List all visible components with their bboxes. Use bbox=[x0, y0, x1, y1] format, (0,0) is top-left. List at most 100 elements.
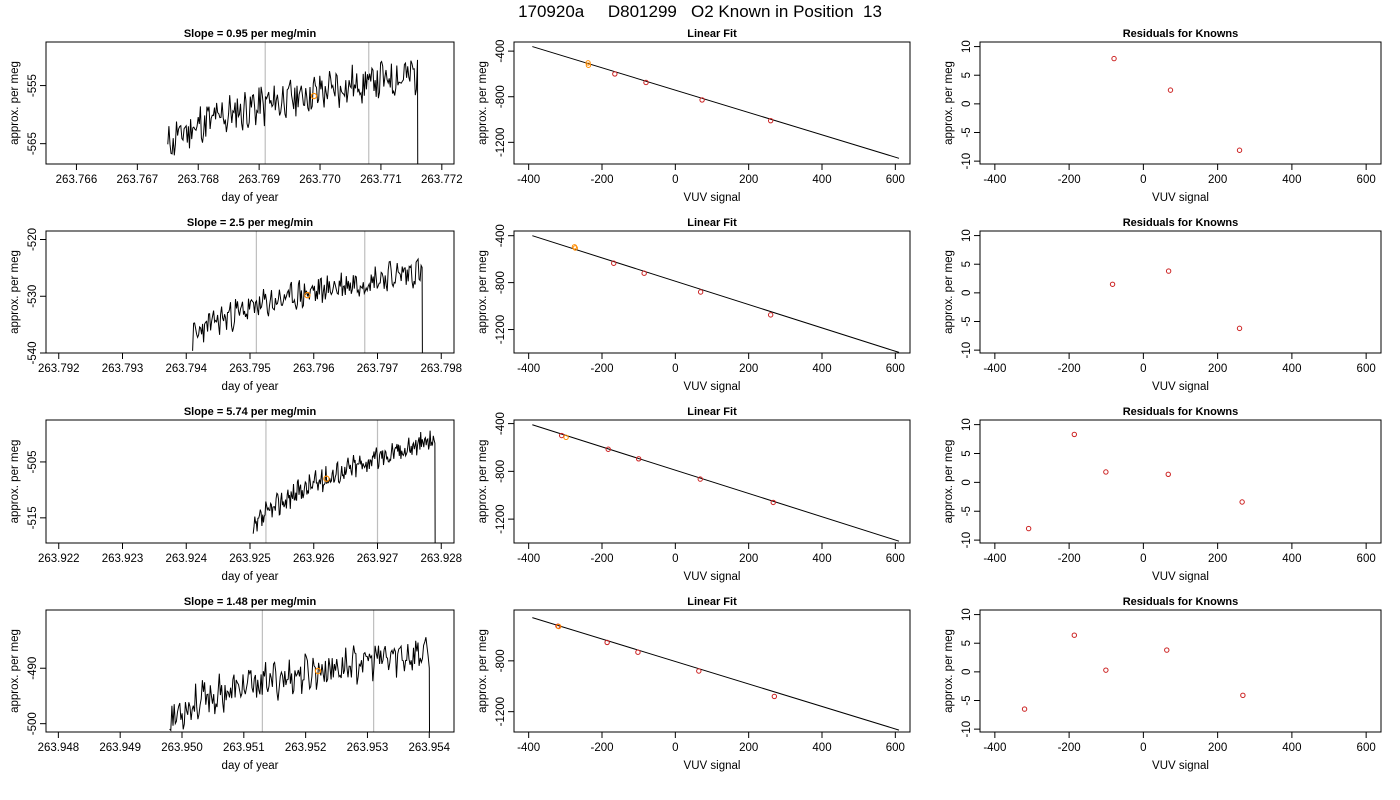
y-axis-label: approx. per meg bbox=[943, 629, 955, 713]
x-tick-label: 200 bbox=[739, 742, 758, 754]
data-point bbox=[1025, 525, 1032, 532]
x-tick-label: 400 bbox=[812, 742, 831, 754]
panel-title: Residuals for Knowns bbox=[1123, 28, 1239, 40]
y-tick-label: -400 bbox=[495, 412, 507, 435]
x-axis-label: day of year bbox=[222, 571, 279, 583]
x-tick-label: -200 bbox=[590, 363, 613, 375]
data-point bbox=[1236, 147, 1243, 153]
data-point bbox=[696, 668, 702, 674]
data-point bbox=[699, 97, 705, 103]
x-tick-label: -400 bbox=[517, 363, 540, 375]
x-axis-label: day of year bbox=[222, 760, 279, 772]
x-tick-label: 263.926 bbox=[293, 553, 335, 565]
panel-title: Residuals for Knowns bbox=[1123, 596, 1239, 608]
panel-line-row1: Slope = 0.95 per meg/min 263.766 263.767 26… bbox=[9, 28, 463, 204]
x-axis-label: VUV signal bbox=[684, 760, 741, 772]
panel-data bbox=[1111, 55, 1243, 153]
y-tick-label: -520 bbox=[27, 228, 39, 251]
x-axis-label: VUV signal bbox=[1152, 381, 1209, 393]
x-tick-label: 0 bbox=[1140, 553, 1146, 565]
x-tick-label: -200 bbox=[1058, 742, 1081, 754]
panel-title: Residuals for Knowns bbox=[1123, 217, 1239, 229]
x-tick-label: 263.766 bbox=[56, 174, 98, 186]
panel-data bbox=[169, 610, 431, 732]
panel-frame bbox=[513, 41, 911, 165]
y-tick-label: -505 bbox=[27, 450, 39, 473]
x-axis-label: VUV signal bbox=[684, 571, 741, 583]
data-point bbox=[612, 71, 618, 77]
x-tick-label: 600 bbox=[1357, 363, 1376, 375]
y-tick-label: 0 bbox=[961, 479, 973, 485]
x-tick-label: 200 bbox=[1208, 553, 1227, 565]
x-tick-label: -400 bbox=[517, 174, 540, 186]
y-tick-label: -5 bbox=[961, 695, 973, 705]
y-axis-label: approx. per meg bbox=[9, 61, 21, 145]
x-tick-label: 400 bbox=[812, 174, 831, 186]
x-axis-label: VUV signal bbox=[684, 192, 741, 204]
x-tick-label: -400 bbox=[517, 742, 540, 754]
data-point bbox=[572, 245, 578, 251]
y-axis-label: approx. per meg bbox=[477, 61, 489, 145]
panel-line-row2: Slope = 2.5 per meg/min 263.792 263.793 263… bbox=[9, 217, 462, 393]
y-tick-label: 10 bbox=[961, 418, 973, 431]
panel-data bbox=[252, 420, 436, 543]
data-point bbox=[605, 446, 611, 452]
y-axis-label: approx. per meg bbox=[9, 440, 21, 524]
panel-frame bbox=[45, 609, 455, 733]
y-tick-label: -500 bbox=[27, 712, 39, 735]
fit-line bbox=[532, 424, 900, 542]
panel-data bbox=[1021, 632, 1246, 712]
y-axis-label: approx. per meg bbox=[943, 440, 955, 524]
x-tick-label: 263.951 bbox=[223, 742, 265, 754]
y-tick-label: -530 bbox=[27, 285, 39, 308]
panel-data bbox=[532, 424, 900, 542]
data-point bbox=[604, 639, 610, 646]
x-tick-label: 200 bbox=[739, 174, 758, 186]
panel-fit-row1: Linear Fit -400 -200 0 200 400 600 VUV signal -4… bbox=[477, 28, 911, 204]
data-point bbox=[697, 476, 703, 482]
x-tick-label: 263.798 bbox=[420, 363, 462, 375]
data-point bbox=[1071, 431, 1078, 438]
data-point bbox=[323, 475, 330, 482]
panel-data bbox=[532, 617, 900, 731]
data-point bbox=[771, 693, 778, 700]
y-tick-label: 5 bbox=[961, 640, 973, 646]
panel-line-row3: Slope = 5.74 per meg/min 263.922 263.923 26… bbox=[9, 406, 462, 583]
x-tick-label: 263.768 bbox=[177, 174, 219, 186]
data-point bbox=[643, 79, 649, 86]
x-tick-label: 0 bbox=[672, 742, 678, 754]
x-tick-label: 263.950 bbox=[161, 742, 203, 754]
data-point bbox=[1164, 647, 1170, 653]
panel-title: Residuals for Knowns bbox=[1123, 406, 1239, 418]
data-trace bbox=[252, 430, 436, 543]
x-tick-label: 263.949 bbox=[99, 742, 141, 754]
panel-frame bbox=[979, 419, 1382, 544]
x-tick-label: 600 bbox=[886, 174, 905, 186]
data-point bbox=[1240, 692, 1246, 699]
data-trace bbox=[167, 59, 419, 164]
data-point bbox=[1165, 471, 1171, 477]
data-point bbox=[314, 667, 322, 675]
y-axis-label: approx. per meg bbox=[477, 629, 489, 713]
x-tick-label: 600 bbox=[1357, 742, 1376, 754]
y-axis-label: approx. per meg bbox=[477, 250, 489, 334]
x-axis-label: VUV signal bbox=[1152, 192, 1209, 204]
panel-fit-row4: Linear Fit -400 -200 0 200 400 600 VUV signal -8… bbox=[477, 596, 911, 772]
x-tick-label: 0 bbox=[672, 174, 678, 186]
y-tick-label: -10 bbox=[961, 721, 973, 738]
panel-title: Slope = 1.48 per meg/min bbox=[184, 596, 317, 608]
data-point bbox=[585, 60, 591, 66]
x-tick-label: 0 bbox=[1140, 174, 1146, 186]
y-tick-label: -10 bbox=[961, 153, 973, 170]
data-point bbox=[767, 117, 774, 124]
data-point bbox=[697, 289, 704, 295]
panel-title: Slope = 5.74 per meg/min bbox=[184, 406, 317, 418]
panel-line-row4: Slope = 1.48 per meg/min 263.948 263.949 26… bbox=[9, 596, 455, 772]
x-tick-label: 200 bbox=[739, 553, 758, 565]
x-tick-label: -200 bbox=[590, 174, 613, 186]
fit-line bbox=[532, 617, 900, 731]
x-tick-label: 400 bbox=[1282, 174, 1301, 186]
x-tick-label: 263.948 bbox=[38, 742, 80, 754]
y-tick-label: -1200 bbox=[495, 697, 507, 726]
data-trace bbox=[169, 637, 431, 732]
